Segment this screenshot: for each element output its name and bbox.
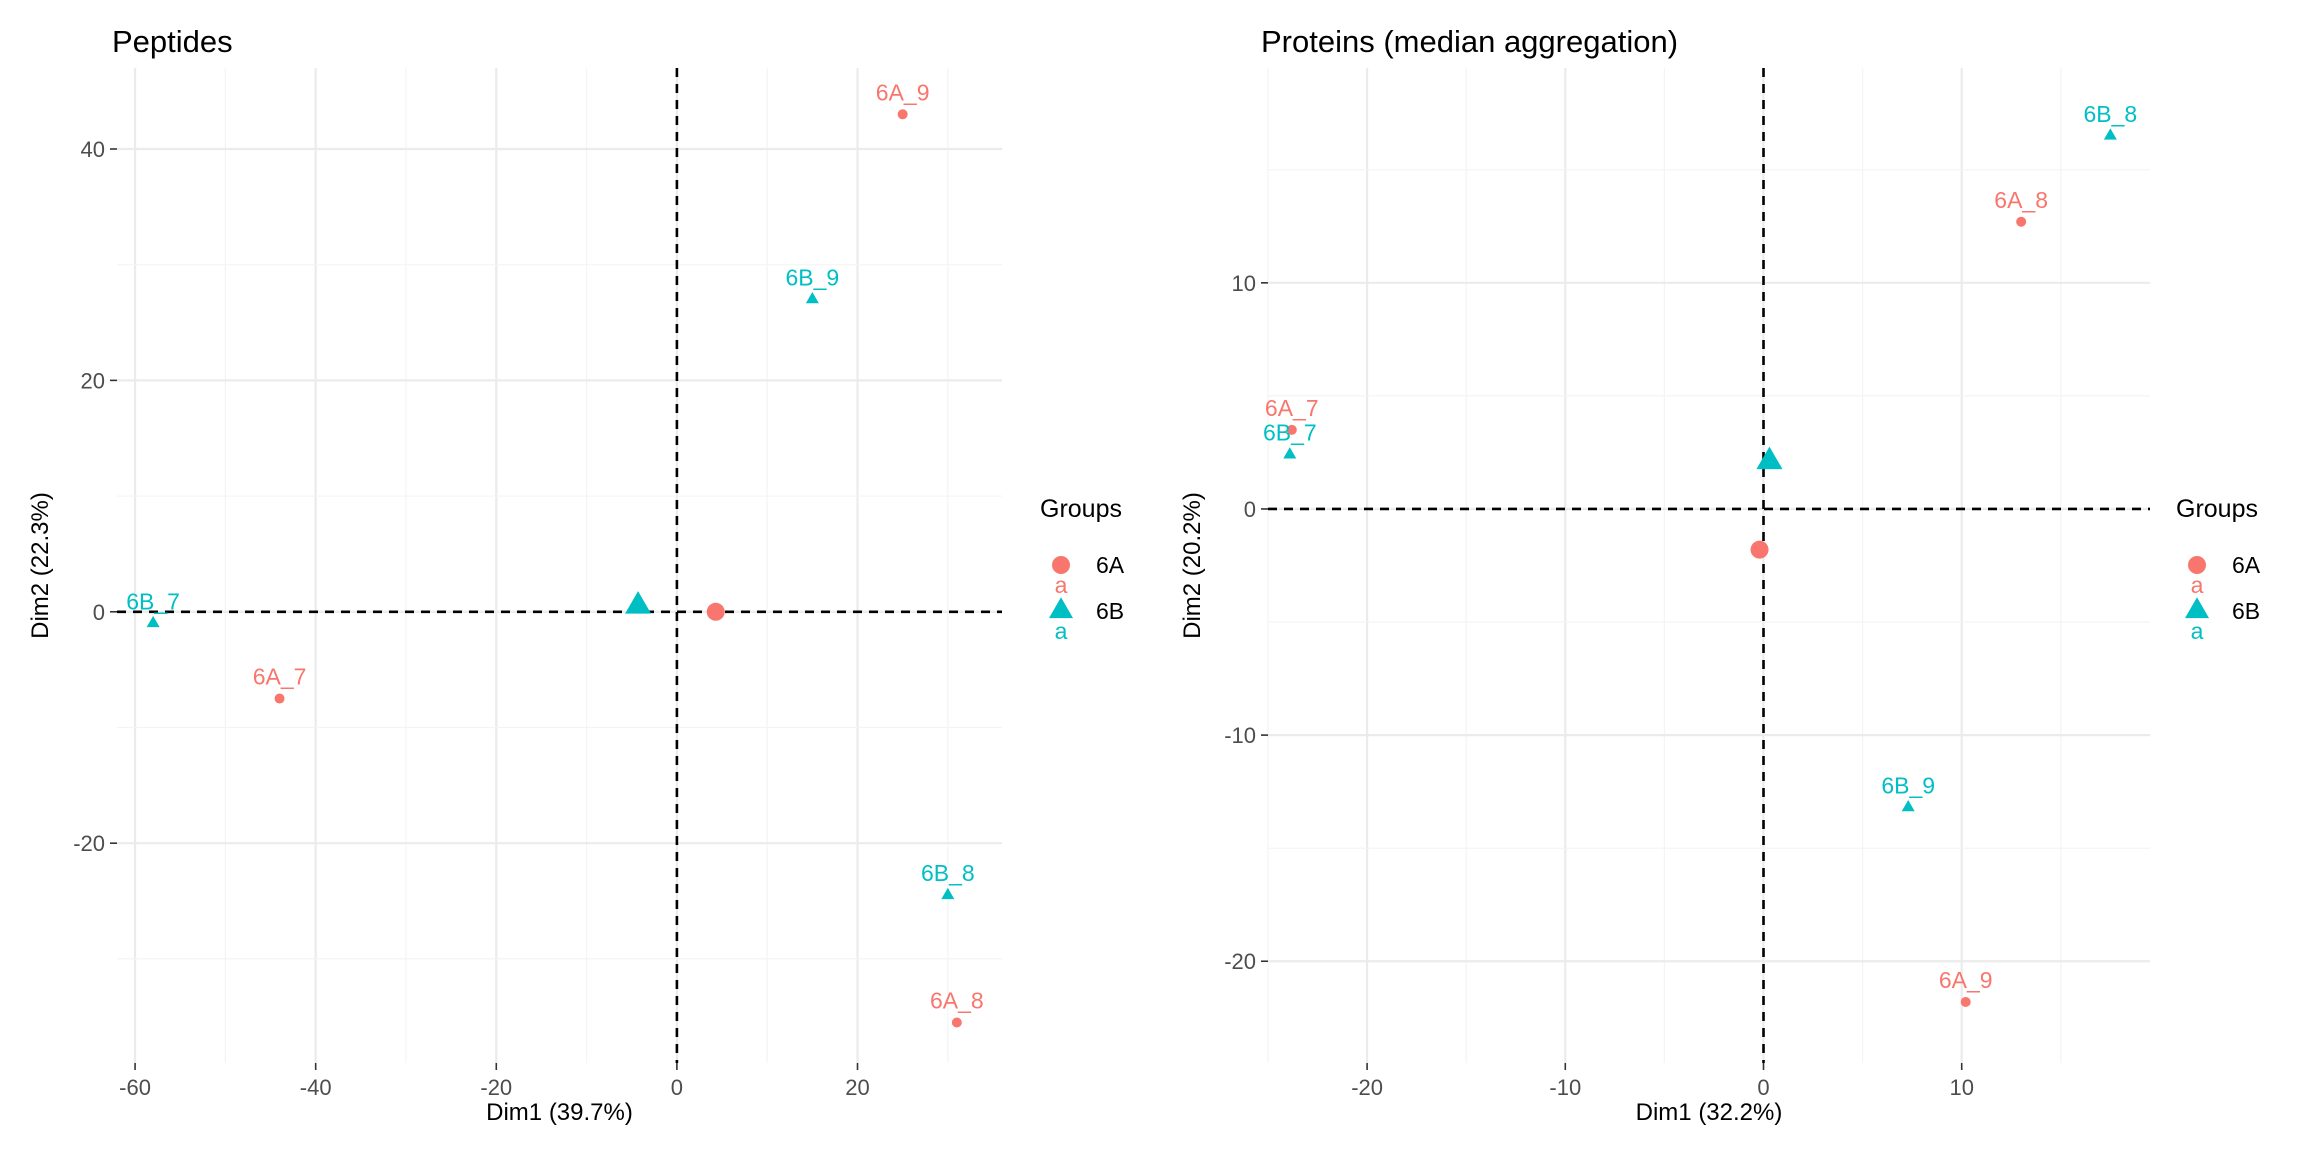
y-tick-label: -20 (73, 831, 105, 856)
data-label-6b_8: 6B_8 (2084, 101, 2138, 127)
data-point-6a_8 (2016, 216, 2027, 227)
centroid-6b (625, 591, 652, 614)
chart-panel-2: Proteins (median aggregation) -20 -10 0 10 -2… (1179, 24, 2261, 1126)
data-point-6a_9 (897, 109, 908, 120)
x-tick-label: 10 (1949, 1075, 1973, 1100)
legend-glyph-6a: a (1055, 572, 1068, 598)
data-label-6a_7: 6A_7 (1265, 395, 1319, 421)
data-label-6a_9: 6A_9 (876, 79, 930, 105)
y-tick-label: 20 (81, 368, 105, 393)
data-point-6a_7 (1286, 424, 1297, 435)
data-label-6a_9: 6A_9 (1939, 967, 1993, 993)
data-point-6b_7 (146, 615, 160, 628)
legend: Groups a 6A a 6B (1040, 495, 1125, 644)
data-label-6b_9: 6B_9 (785, 264, 839, 290)
x-axis-title: Dim1 (32.2%) (1636, 1099, 1783, 1126)
gridlines (117, 68, 1002, 1063)
legend-glyph-6b: a (1055, 618, 1068, 644)
data-label-6a_8: 6A_8 (930, 988, 984, 1014)
data-label-6a_8: 6A_8 (1994, 187, 2048, 213)
legend-key-6b (2185, 597, 2209, 619)
x-tick-label: 0 (671, 1075, 683, 1100)
x-tick-label: -20 (1351, 1075, 1383, 1100)
y-tick-label: 40 (81, 137, 105, 162)
data-point-6a_7 (274, 693, 285, 704)
y-tick-label: 0 (93, 600, 105, 625)
data-label-6b_7: 6B_7 (1263, 420, 1317, 446)
legend-key-6b (1049, 597, 1073, 619)
x-tick-label: 0 (1757, 1075, 1769, 1100)
legend-glyph-6a: a (2191, 572, 2204, 598)
y-tick-label: 10 (1232, 271, 1256, 296)
centroid-6a (706, 602, 725, 621)
legend-key-6a (2188, 556, 2206, 574)
legend-label-6a: 6A (2232, 552, 2261, 578)
gridlines (1267, 68, 2150, 1063)
x-tick-label: -40 (300, 1075, 332, 1100)
legend-label-6b: 6B (2232, 598, 2260, 624)
centroid-6a (1750, 540, 1769, 559)
y-tick-label: -20 (1224, 949, 1256, 974)
data-label-6a_7: 6A_7 (253, 664, 307, 690)
x-tick-label: -20 (480, 1075, 512, 1100)
legend-title: Groups (2176, 495, 2258, 523)
legend-key-6a (1052, 556, 1070, 574)
data-point-6b_9 (805, 291, 819, 304)
data-point-6a_8 (951, 1017, 962, 1028)
legend-label-6b: 6B (1096, 598, 1124, 624)
data-label-6b_9: 6B_9 (1881, 772, 1935, 798)
chart-panel-1: Peptides -60 -40 -20 0 20 -20 0 20 40 Dim1 (39.7%)… (27, 24, 1125, 1126)
y-axis-title: Dim2 (22.3%) (27, 492, 54, 639)
data-label-6b_8: 6B_8 (921, 860, 975, 886)
legend-label-6a: 6A (1096, 552, 1125, 578)
chart-title: Peptides (112, 24, 233, 59)
x-tick-label: -60 (119, 1075, 151, 1100)
data-point-6b_7 (1283, 447, 1297, 459)
x-tick-label: -10 (1549, 1075, 1581, 1100)
data-point-6b_8 (941, 887, 955, 900)
y-tick-label: 0 (1244, 497, 1256, 522)
data-point-6b_8 (2103, 128, 2117, 140)
x-tick-label: 20 (845, 1075, 869, 1100)
legend-title: Groups (1040, 495, 1122, 523)
centroid-6b (1756, 446, 1783, 470)
legend-glyph-6b: a (2191, 618, 2204, 644)
chart-title: Proteins (median aggregation) (1261, 24, 1678, 59)
data-point-6b_9 (1901, 800, 1915, 812)
y-tick-label: -10 (1224, 723, 1256, 748)
x-axis-title: Dim1 (39.7%) (486, 1099, 633, 1126)
y-axis-title: Dim2 (20.2%) (1179, 492, 1206, 639)
legend: Groups a 6A a 6B (2176, 495, 2261, 644)
data-label-6b_7: 6B_7 (126, 588, 180, 614)
data-point-6a_9 (1960, 996, 1971, 1007)
